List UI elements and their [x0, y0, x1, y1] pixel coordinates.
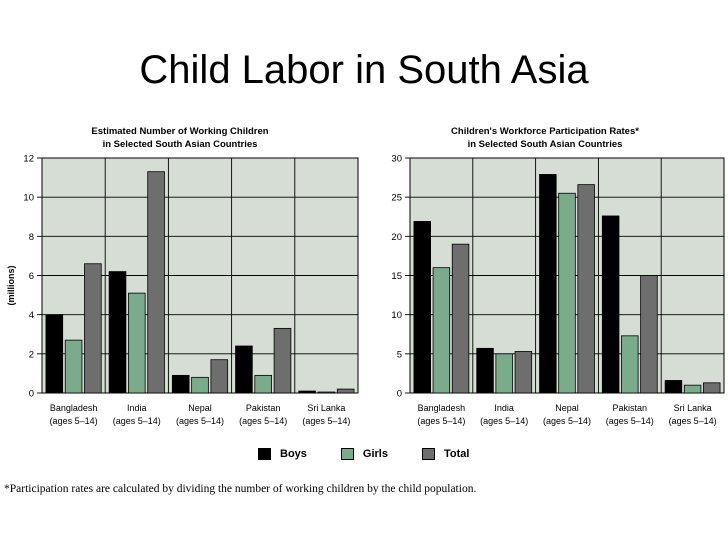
chart2-bar-total-pakistan	[640, 275, 658, 394]
chart1-x-tick-label: (ages 5–14)	[239, 416, 287, 426]
chart1-bar-boys-india	[108, 271, 127, 394]
chart1-y-axis-label: (millions)	[6, 265, 16, 305]
chart2-x-tick-label: (ages 5–14)	[480, 416, 528, 426]
chart1-x-tick-label: (ages 5–14)	[302, 416, 350, 426]
legend-swatch-boys	[258, 448, 271, 460]
chart1-x-tick-label: Bangladesh	[50, 403, 98, 413]
chart1-y-tick-label: 0	[29, 389, 34, 400]
chart1-bar-boys-pakistan	[235, 345, 253, 394]
footnote: *Participation rates are calculated by d…	[4, 483, 477, 495]
legend-swatch-girls	[340, 448, 354, 460]
legend: Boys Girls Total	[258, 446, 503, 462]
chart1-title-line: Estimated Number of Working Children	[91, 126, 268, 137]
legend-label-girls: Girls	[362, 448, 388, 460]
legend-swatch-total	[421, 448, 435, 460]
chart2-y-tick-label: 5	[397, 349, 402, 360]
chart1-y-tick-label: 6	[29, 271, 34, 282]
chart2-bar-boys-sri-lanka	[664, 380, 683, 394]
chart2-bar-boys-india	[476, 347, 494, 394]
chart1-y-tick-label: 10	[23, 193, 34, 204]
chart2-title-line: in Selected South Asian Countries	[468, 139, 623, 150]
chart2-bar-total-sri-lanka	[703, 382, 721, 394]
chart2-bar-girls-pakistan	[621, 335, 639, 394]
chart1-group: Estimated Number of Working Children in S…	[6, 126, 359, 426]
chart2-bar-girls-nepal	[558, 192, 576, 394]
chart2-bar-boys-pakistan	[601, 215, 620, 394]
chart1-x-tick-label: (ages 5–14)	[50, 416, 98, 426]
chart1-bar-total-bangladesh	[84, 263, 102, 394]
chart2-y-tick-label: 10	[391, 310, 402, 321]
chart1-y-tick-label: 12	[23, 154, 34, 165]
chart1-bar-girls-nepal	[191, 376, 209, 394]
chart1-bar-total-india	[147, 171, 165, 394]
slide-title: Child Labor in South Asia	[139, 48, 589, 92]
chart2-y-tick-label: 15	[391, 271, 402, 282]
chart2-y-tick-label: 20	[391, 232, 402, 243]
chart1-bar-boys-nepal	[171, 374, 190, 394]
chart1-bar-girls-pakistan	[254, 374, 272, 394]
chart2-y-tick-label: 30	[391, 154, 402, 165]
chart2-x-tick-label: (ages 5–14)	[543, 416, 591, 426]
chart1-bar-girls-sri-lanka	[317, 391, 336, 394]
chart2-bar-total-india	[514, 351, 533, 394]
legend-label-total: Total	[443, 448, 470, 460]
chart2-y-tick-label: 0	[397, 389, 402, 400]
chart2-bar-girls-bangladesh	[432, 267, 451, 394]
chart1-bar-boys-sri-lanka	[298, 390, 316, 394]
legend-item-boys: Boys	[258, 448, 307, 460]
chart2-x-tick-label: Sri Lanka	[674, 403, 712, 413]
chart2-x-tick-label: Bangladesh	[418, 403, 466, 413]
chart1-x-tick-label: (ages 5–14)	[113, 416, 161, 426]
chart1-bar-boys-bangladesh	[45, 314, 64, 394]
chart2-x-tick-label: (ages 5–14)	[669, 416, 717, 426]
chart1-x-tick-label: Nepal	[188, 403, 212, 413]
chart2-x-tick-label: Pakistan	[613, 403, 648, 413]
chart1-x-tick-label: Pakistan	[246, 403, 281, 413]
chart1-bar-total-nepal	[210, 359, 229, 394]
legend-item-girls: Girls	[340, 448, 388, 460]
chart2-bar-girls-sri-lanka	[683, 384, 702, 394]
legend-item-total: Total	[421, 448, 470, 460]
chart1-bar-total-sri-lanka	[336, 388, 355, 394]
chart2-x-tick-label: Nepal	[555, 403, 579, 413]
chart2-title-line: Children's Workforce Participation Rates…	[451, 126, 639, 137]
chart1-x-tick-label: India	[127, 403, 147, 413]
chart1-bar-girls-india	[128, 292, 146, 394]
chart2-group: Children's Workforce Participation Rates…	[391, 126, 725, 426]
chart2-x-tick-label: India	[494, 403, 514, 413]
chart1-x-tick-label: (ages 5–14)	[176, 416, 224, 426]
chart2-y-tick-label: 25	[391, 193, 402, 204]
chart2-bar-total-bangladesh	[451, 243, 470, 394]
chart1-bar-girls-bangladesh	[64, 339, 83, 394]
chart2-bar-total-nepal	[577, 184, 595, 394]
chart1-y-tick-label: 2	[29, 349, 34, 360]
chart2-bar-boys-bangladesh	[413, 221, 431, 394]
legend-label-boys: Boys	[280, 448, 307, 460]
chart2-x-tick-label: (ages 5–14)	[606, 416, 654, 426]
chart1-y-tick-label: 8	[29, 232, 34, 243]
chart2-x-tick-label: (ages 5–14)	[417, 416, 465, 426]
chart1-bar-total-pakistan	[273, 327, 292, 394]
chart1-title-line: in Selected South Asian Countries	[103, 139, 258, 150]
chart2-bar-girls-india	[495, 353, 513, 394]
chart2-bar-boys-nepal	[539, 174, 557, 394]
chart1-y-tick-label: 4	[29, 310, 34, 321]
chart1-x-tick-label: Sri Lanka	[307, 403, 345, 413]
